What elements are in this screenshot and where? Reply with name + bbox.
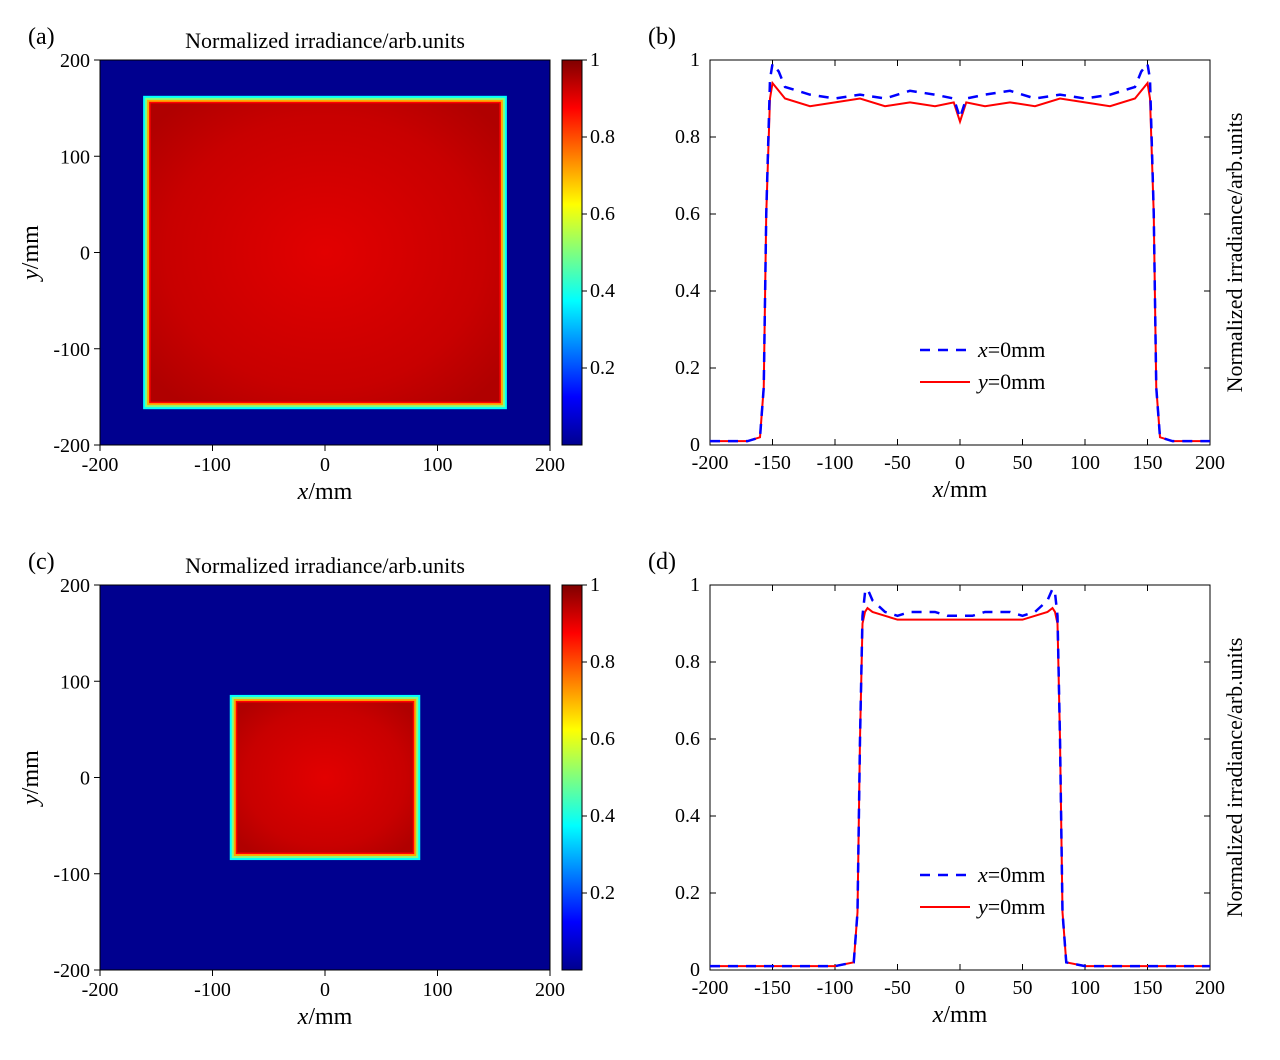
svg-text:100: 100 — [60, 671, 90, 693]
svg-text:0: 0 — [955, 452, 965, 474]
svg-text:-200: -200 — [53, 435, 90, 457]
svg-text:200: 200 — [535, 454, 565, 476]
svg-text:-200: -200 — [53, 960, 90, 982]
svg-text:Normalized irradiance/arb.unit: Normalized irradiance/arb.units — [185, 553, 465, 578]
svg-text:y=0mm: y=0mm — [976, 894, 1045, 919]
svg-text:200: 200 — [60, 575, 90, 597]
svg-text:100: 100 — [1070, 452, 1100, 474]
svg-text:x/mm: x/mm — [297, 479, 353, 505]
svg-text:1: 1 — [590, 574, 600, 596]
svg-text:0.4: 0.4 — [675, 280, 700, 302]
svg-text:y=0mm: y=0mm — [976, 369, 1045, 394]
svg-text:200: 200 — [1195, 452, 1225, 474]
svg-text:Normalized irradiance/arb.unit: Normalized irradiance/arb.units — [1222, 113, 1247, 393]
svg-text:0: 0 — [80, 768, 90, 790]
svg-text:-100: -100 — [817, 977, 854, 999]
svg-text:0.8: 0.8 — [590, 651, 615, 673]
svg-text:-50: -50 — [884, 977, 911, 999]
svg-text:0.4: 0.4 — [590, 805, 615, 827]
svg-text:-150: -150 — [754, 977, 791, 999]
svg-text:1: 1 — [690, 574, 700, 596]
svg-text:0: 0 — [690, 434, 700, 456]
panel-a: (a) Normalized irradiance/arb.units -200 -1… — [20, 20, 620, 515]
svg-text:0: 0 — [955, 977, 965, 999]
figure-grid: (a) Normalized irradiance/arb.units -200 -1… — [20, 20, 1260, 1040]
svg-text:0.4: 0.4 — [675, 805, 700, 827]
svg-text:150: 150 — [1133, 977, 1163, 999]
svg-text:y/mm: y/mm — [20, 750, 44, 807]
svg-text:x/mm: x/mm — [297, 1004, 353, 1030]
svg-text:50: 50 — [1013, 452, 1033, 474]
svg-text:x=0mm: x=0mm — [977, 337, 1045, 362]
svg-text:0.6: 0.6 — [675, 203, 700, 225]
svg-text:200: 200 — [1195, 977, 1225, 999]
svg-text:(b): (b) — [648, 24, 676, 50]
svg-text:200: 200 — [60, 50, 90, 72]
svg-text:0.6: 0.6 — [590, 203, 615, 225]
svg-text:-100: -100 — [194, 979, 231, 1001]
svg-text:0.2: 0.2 — [675, 357, 700, 379]
svg-text:1: 1 — [690, 49, 700, 71]
svg-text:0.8: 0.8 — [675, 651, 700, 673]
svg-text:-100: -100 — [53, 339, 90, 361]
svg-text:Normalized irradiance/arb.unit: Normalized irradiance/arb.units — [185, 28, 465, 53]
panel-d: (d)-200-150-100-5005010015020000.20.40.6… — [640, 545, 1260, 1040]
svg-text:0.2: 0.2 — [590, 357, 615, 379]
svg-text:0.6: 0.6 — [590, 728, 615, 750]
svg-text:0.6: 0.6 — [675, 728, 700, 750]
svg-text:100: 100 — [423, 454, 453, 476]
svg-text:x/mm: x/mm — [932, 477, 988, 503]
svg-text:0.4: 0.4 — [590, 280, 615, 302]
svg-text:-200: -200 — [82, 979, 119, 1001]
svg-text:-100: -100 — [194, 454, 231, 476]
svg-text:0: 0 — [320, 979, 330, 1001]
svg-text:-150: -150 — [754, 452, 791, 474]
svg-text:y/mm: y/mm — [20, 225, 44, 282]
svg-text:0.2: 0.2 — [590, 882, 615, 904]
svg-text:-200: -200 — [82, 454, 119, 476]
svg-text:150: 150 — [1133, 452, 1163, 474]
svg-text:x/mm: x/mm — [932, 1002, 988, 1028]
svg-text:-100: -100 — [817, 452, 854, 474]
svg-text:-50: -50 — [884, 452, 911, 474]
svg-text:0.8: 0.8 — [675, 126, 700, 148]
svg-text:100: 100 — [423, 979, 453, 1001]
svg-text:0: 0 — [80, 243, 90, 265]
svg-text:50: 50 — [1013, 977, 1033, 999]
panel-b: (b)-200-150-100-5005010015020000.20.40.6… — [640, 20, 1260, 515]
svg-text:0.2: 0.2 — [675, 882, 700, 904]
svg-text:200: 200 — [535, 979, 565, 1001]
svg-text:0: 0 — [690, 959, 700, 981]
svg-text:-100: -100 — [53, 864, 90, 886]
svg-text:100: 100 — [1070, 977, 1100, 999]
svg-text:(d): (d) — [648, 549, 676, 575]
svg-text:1: 1 — [590, 49, 600, 71]
svg-text:x=0mm: x=0mm — [977, 862, 1045, 887]
svg-text:Normalized irradiance/arb.unit: Normalized irradiance/arb.units — [1222, 638, 1247, 918]
panel-c: (c) Normalized irradiance/arb.units -200 -1… — [20, 545, 620, 1040]
svg-text:(c): (c) — [28, 549, 55, 575]
svg-text:(a): (a) — [28, 24, 55, 50]
svg-text:100: 100 — [60, 146, 90, 168]
svg-text:0.8: 0.8 — [590, 126, 615, 148]
svg-text:0: 0 — [320, 454, 330, 476]
